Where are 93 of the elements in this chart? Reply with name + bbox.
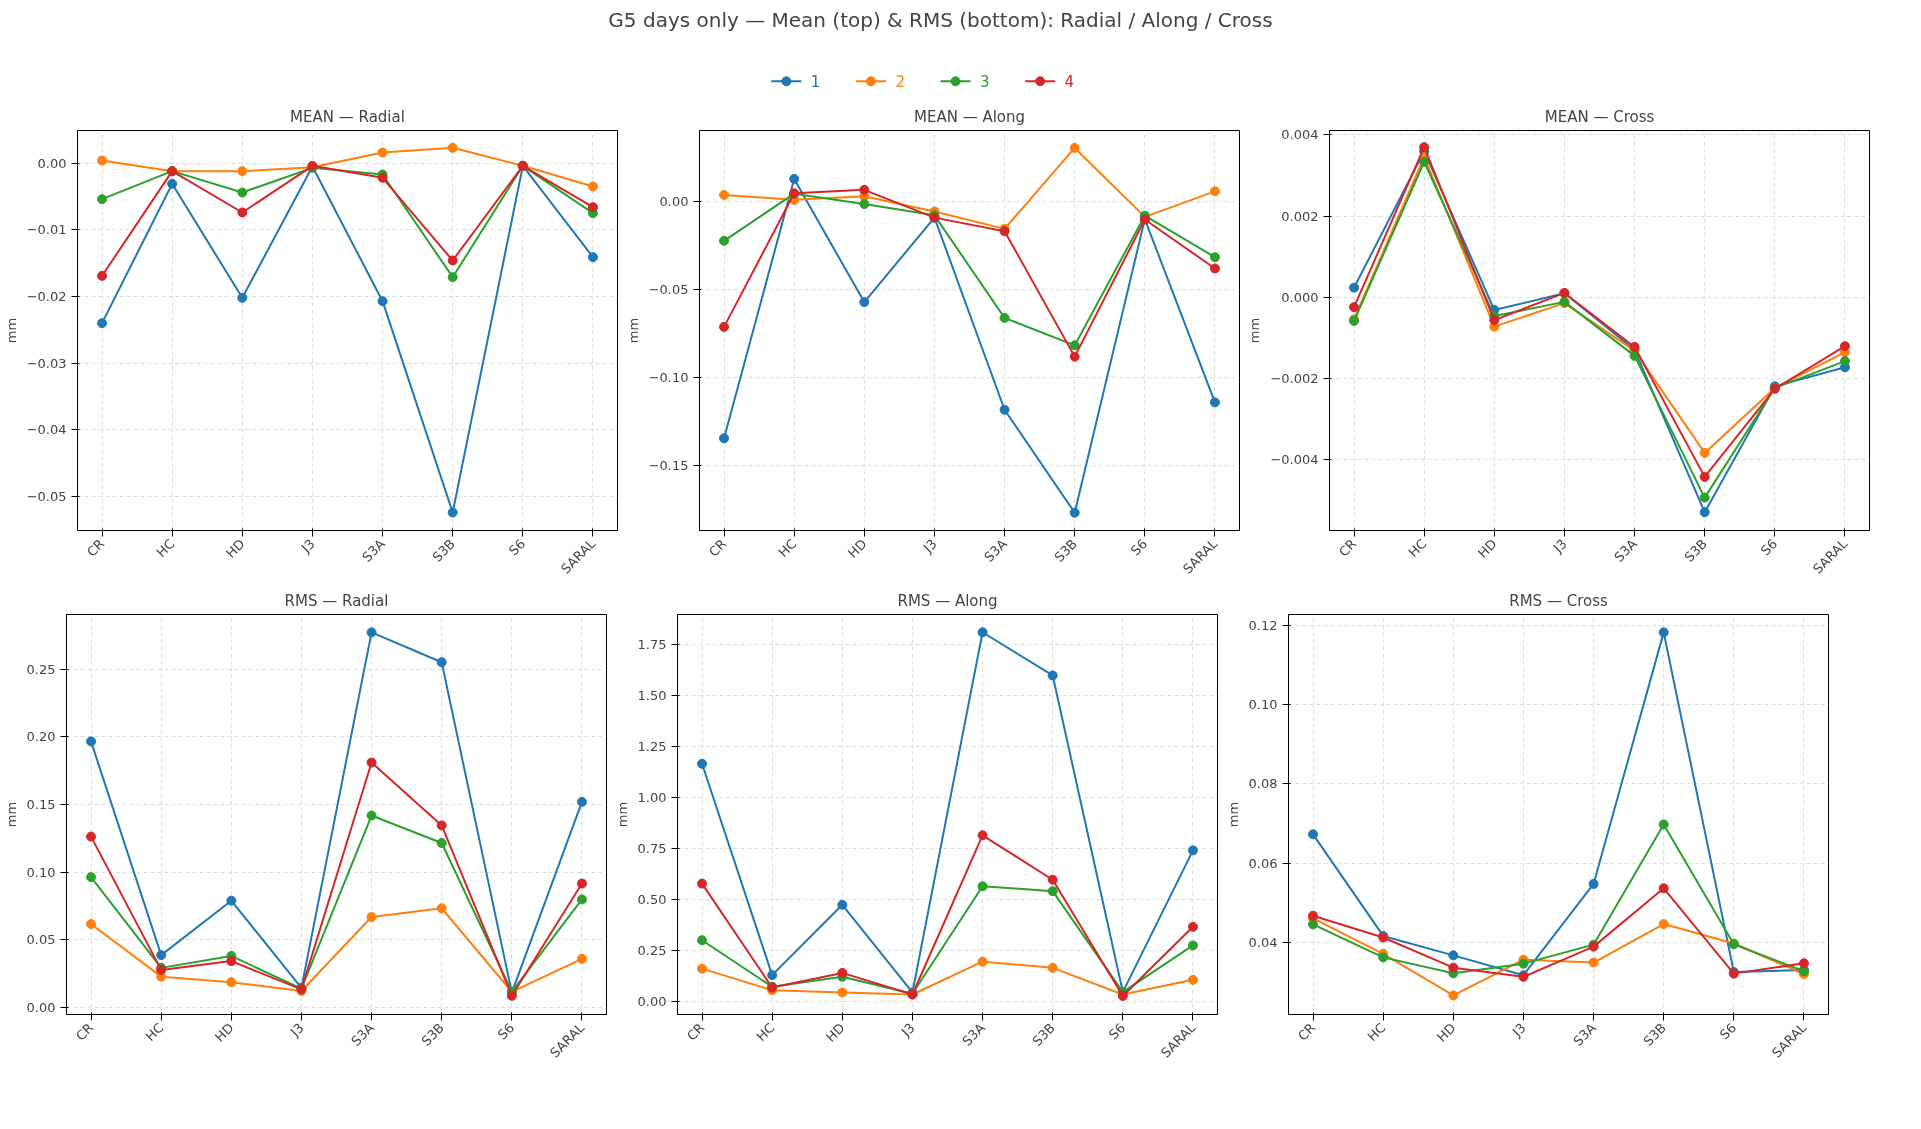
y-tick-label: −0.004 (1270, 452, 1319, 468)
x-tick-label: S6 (505, 536, 529, 559)
chart-title: MEAN — Along (913, 107, 1026, 126)
x-tick-label: HD (823, 1020, 848, 1045)
y-tick-label: 0.004 (1281, 127, 1319, 143)
y-tick-label: −0.10 (648, 369, 689, 385)
y-tick-label: 0.00 (37, 155, 67, 171)
x-tick-label: HC (153, 536, 178, 561)
y-tick-label: −0.02 (26, 289, 67, 304)
legend-label: 1 (810, 73, 821, 92)
x-tick-label: J3 (286, 1020, 307, 1041)
x-tick-label: S3A (348, 1020, 377, 1049)
text: G5 days only — Mean (top) & RMS (bottom): Radial / Along / Cross (608, 7, 1273, 32)
y-tick-label: 0.25 (26, 661, 56, 677)
y-tick-label: −0.05 (648, 281, 689, 297)
y-axis-title: mm (614, 801, 630, 828)
x-tick-label: HD (212, 1020, 237, 1045)
x-tick-label: HD (1475, 536, 1500, 561)
y-tick-label: −0.03 (26, 355, 67, 371)
x-tick-label: S3A (1611, 536, 1640, 565)
y-tick-label: 0.000 (1281, 289, 1319, 305)
x-tick-label: S6 (1757, 536, 1781, 559)
x-tick-label: HD (1434, 1020, 1459, 1045)
x-tick-label: HC (142, 1020, 167, 1045)
y-tick-label: 1.25 (637, 738, 667, 754)
x-tick-label: S6 (1105, 1020, 1129, 1043)
chart-title: RMS — Along (897, 591, 998, 610)
x-tick-label: HC (775, 536, 800, 561)
x-tick-label: S3B (429, 536, 459, 565)
x-tick-label: HC (1405, 536, 1430, 561)
y-axis-title: mm (625, 317, 641, 344)
y-axis-title: mm (1225, 801, 1241, 828)
x-tick-label: HD (223, 536, 248, 561)
x-tick-label: S3B (418, 1020, 448, 1049)
x-tick-label: J3 (897, 1020, 918, 1041)
y-tick-label: 1.50 (637, 687, 667, 703)
y-tick-label: 0.10 (26, 864, 56, 880)
y-tick-label: 0.002 (1281, 208, 1319, 224)
chart-title: RMS — Radial (284, 591, 389, 610)
x-tick-label: HC (1364, 1020, 1389, 1045)
y-tick-label: 0.75 (637, 840, 667, 856)
y-tick-label: 1.75 (637, 636, 667, 652)
x-tick-label: S6 (1127, 536, 1151, 559)
y-tick-label: −0.01 (26, 222, 67, 238)
x-tick-label: HD (845, 536, 870, 561)
x-tick-label: S3B (1029, 1020, 1059, 1049)
x-tick-label: HC (753, 1020, 778, 1045)
legend-label: 3 (979, 73, 990, 92)
x-tick-label: CR (705, 536, 730, 560)
x-tick-label: S6 (1716, 1020, 1740, 1043)
x-tick-label: J3 (297, 536, 318, 557)
x-tick-label: S3B (1681, 536, 1711, 565)
y-tick-label: 0.20 (26, 729, 56, 745)
y-tick-label: −0.05 (26, 489, 67, 504)
y-tick-label: 0.15 (26, 797, 56, 813)
y-tick-label: 0.04 (1248, 935, 1278, 951)
y-axis-title: mm (3, 801, 19, 828)
x-tick-label: J3 (919, 536, 940, 557)
y-axis-title: mm (1247, 317, 1263, 344)
y-tick-label: 0.06 (1248, 855, 1278, 871)
x-tick-label: J3 (1508, 1020, 1529, 1041)
x-tick-label: CR (1335, 536, 1360, 560)
x-tick-label: S6 (494, 1020, 518, 1043)
x-tick-label: CR (83, 536, 108, 560)
x-tick-label: S3B (1640, 1020, 1670, 1049)
y-tick-label: 0.25 (637, 942, 667, 958)
y-tick-label: −0.04 (26, 422, 67, 438)
y-tick-label: 0.00 (637, 993, 667, 1009)
x-tick-label: S3A (359, 536, 388, 565)
y-tick-label: −0.002 (1270, 371, 1319, 387)
y-tick-label: 0.12 (1248, 617, 1278, 633)
legend-label: 2 (895, 73, 905, 92)
y-tick-label: 0.00 (26, 999, 56, 1015)
x-tick-label: J3 (1549, 536, 1570, 557)
y-tick-label: −0.15 (648, 457, 689, 473)
legend-label: 4 (1064, 73, 1075, 92)
x-tick-label: S3A (959, 1020, 988, 1049)
x-tick-label: CR (683, 1020, 708, 1044)
x-tick-label: S3A (1570, 1020, 1599, 1049)
x-tick-label: CR (72, 1020, 97, 1044)
x-tick-label: S3A (981, 536, 1010, 565)
y-axis-title: mm (3, 317, 19, 344)
chart-title: MEAN — Cross (1544, 107, 1655, 126)
y-tick-label: 0.00 (659, 193, 689, 209)
y-tick-label: 0.08 (1248, 776, 1278, 792)
chart-title: RMS — Cross (1509, 591, 1608, 610)
y-tick-label: 0.10 (1248, 697, 1278, 713)
x-tick-label: S3B (1051, 536, 1081, 565)
y-tick-label: 0.50 (637, 891, 667, 907)
chart-title: MEAN — Radial (290, 107, 405, 126)
y-tick-label: 0.05 (26, 932, 56, 948)
x-tick-label: CR (1294, 1020, 1319, 1044)
y-tick-label: 1.00 (637, 789, 667, 805)
